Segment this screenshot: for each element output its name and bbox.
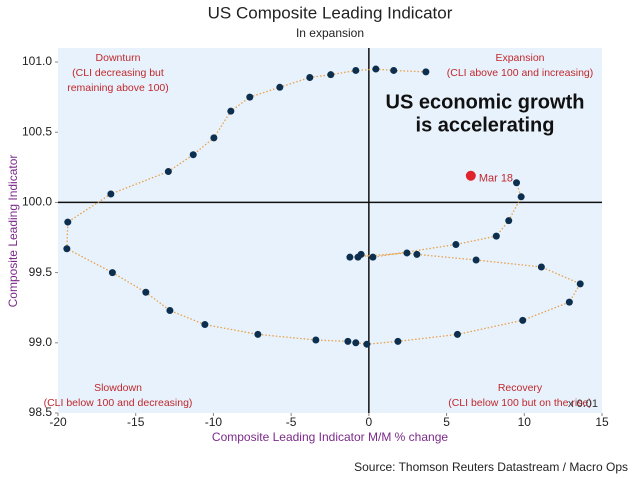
chart-title: US Composite Leading Indicator — [208, 3, 453, 22]
point — [565, 298, 573, 306]
point — [64, 218, 72, 226]
point — [142, 288, 150, 296]
highlight-label: Mar 18 — [479, 173, 513, 185]
x-axis-label: Composite Leading Indicator M/M % change — [212, 430, 448, 444]
point — [107, 190, 115, 198]
point — [246, 93, 254, 101]
point — [517, 193, 525, 201]
x-tick-label: -5 — [286, 415, 297, 429]
point — [201, 321, 209, 329]
point — [357, 250, 365, 258]
x-tick-label: 5 — [443, 415, 450, 429]
y-axis-label: Composite Leading Indicator — [6, 155, 20, 308]
point — [537, 263, 545, 271]
x-tick-label: -10 — [205, 415, 223, 429]
quadrant-label: Slowdown — [94, 382, 142, 394]
point — [312, 336, 320, 344]
note: x 0.01 — [568, 398, 598, 410]
quadrant-label: (CLI decreasing but — [72, 67, 164, 79]
point — [276, 83, 284, 91]
point — [472, 256, 480, 264]
point — [413, 250, 421, 258]
point — [513, 179, 521, 187]
point — [576, 280, 584, 288]
quadrant-label: remaining above 100) — [67, 82, 169, 94]
point — [363, 340, 371, 348]
y-tick-label: 98.5 — [29, 405, 53, 419]
headline: US economic growth — [386, 91, 585, 113]
point — [453, 330, 461, 338]
y-tick-label: 99.5 — [29, 265, 53, 279]
point — [394, 337, 402, 345]
point — [390, 66, 398, 74]
point — [519, 316, 527, 324]
x-tick-label: 0 — [366, 415, 373, 429]
y-tick-label: 100.0 — [22, 195, 52, 209]
point — [63, 245, 71, 253]
quadrant-label: (CLI below 100 but on the rise) — [448, 397, 592, 409]
x-tick-label: 15 — [595, 415, 609, 429]
point — [422, 68, 430, 76]
quadrant-label: (CLI below 100 and decreasing) — [44, 397, 193, 409]
point — [189, 151, 197, 159]
point — [346, 253, 354, 261]
quadrant-label: (CLI above 100 and increasing) — [447, 67, 594, 79]
quadrant-label: Recovery — [498, 382, 543, 394]
point — [210, 134, 218, 142]
highlight-point — [465, 170, 476, 181]
x-tick-label: -15 — [127, 415, 145, 429]
plot-area — [58, 48, 602, 413]
point — [108, 269, 116, 277]
point — [372, 65, 380, 73]
point — [492, 232, 500, 240]
point — [344, 337, 352, 345]
y-tick-label: 100.5 — [22, 124, 52, 138]
point — [166, 307, 174, 315]
point — [369, 253, 377, 261]
point — [254, 330, 262, 338]
x-tick-label: -20 — [49, 415, 67, 429]
point — [306, 73, 314, 81]
point — [327, 71, 335, 79]
chart-subtitle: In expansion — [296, 26, 364, 40]
point — [164, 168, 172, 176]
quadrant-label: Downturn — [96, 52, 141, 64]
point — [352, 339, 360, 347]
x-tick-label: 10 — [518, 415, 532, 429]
y-tick-label: 101.0 — [22, 54, 52, 68]
quadrant-label: Expansion — [495, 52, 544, 64]
point — [352, 66, 360, 74]
y-tick-label: 99.0 — [29, 335, 53, 349]
point — [452, 241, 460, 249]
point — [505, 217, 513, 225]
point — [227, 107, 235, 115]
source: Source: Thomson Reuters Datastream / Mac… — [354, 460, 628, 474]
headline: is accelerating — [416, 114, 555, 136]
point — [403, 249, 411, 257]
